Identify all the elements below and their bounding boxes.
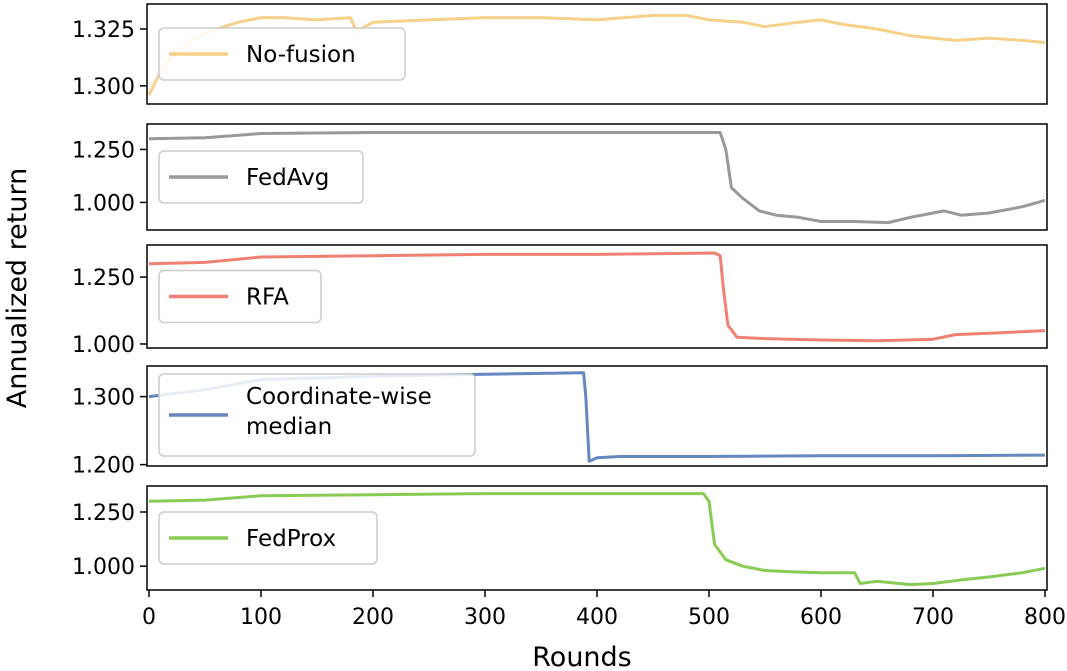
legend-box	[158, 150, 364, 204]
panel-frame	[146, 244, 1048, 349]
legend-label: FedAvg	[246, 165, 329, 191]
legend-box	[158, 27, 406, 81]
x-tick-label: 100	[240, 605, 282, 630]
y-tick-label: 1.250	[72, 501, 135, 526]
y-axis-label: Annualized return	[2, 168, 33, 408]
x-tick-label: 0	[142, 605, 156, 630]
legend-box	[158, 511, 378, 565]
legend-label: No-fusion	[246, 42, 356, 68]
x-tick-label: 600	[800, 605, 842, 630]
y-tick-label: 1.325	[72, 18, 135, 43]
legend-label: median	[246, 414, 332, 440]
panel-frame	[146, 123, 1048, 231]
x-tick-label: 400	[576, 605, 618, 630]
panel-frame	[146, 365, 1048, 467]
x-tick-label: 200	[352, 605, 394, 630]
x-tick-label: 700	[912, 605, 954, 630]
panel-rfa: 1.000 1.250 RFA	[72, 244, 1048, 358]
panel-no-fusion: 1.300 1.325 No-fusion	[72, 3, 1048, 105]
x-tick-label: 500	[688, 605, 730, 630]
panel-fedprox: 1.000 1.250 FedProx	[72, 485, 1048, 591]
legend-label: FedProx	[246, 526, 336, 552]
chart-panels: 1.3001.325No-fusion1.0001.250FedAvg1.000…	[72, 3, 1048, 591]
y-tick-label: 1.000	[72, 333, 135, 358]
series-line	[147, 13, 1046, 96]
y-tick-label: 1.250	[72, 138, 135, 163]
series-line	[148, 492, 1046, 587]
legend-box	[158, 373, 476, 457]
x-tick-label: 800	[1024, 605, 1066, 630]
panel-coordinate-wise-median: 1.200 1.300 Coordinate-wise median	[72, 365, 1048, 479]
panel-fedavg: 1.000 1.250 FedAvg	[72, 123, 1048, 231]
series-line	[148, 131, 1046, 225]
y-tick-label: 1.300	[72, 386, 135, 411]
series-line	[148, 251, 1046, 343]
y-tick-label: 1.000	[72, 191, 135, 216]
panel-frame	[146, 3, 1048, 105]
x-axis-label: Rounds	[532, 642, 632, 671]
y-tick-label: 1.000	[72, 555, 135, 580]
y-tick-label: 1.250	[72, 266, 135, 291]
legend-box	[158, 269, 322, 324]
x-tick-label: 300	[464, 605, 506, 630]
legend-label: Coordinate-wise	[246, 384, 432, 410]
x-axis: 0 100 200 300 400 500 600 700 800	[142, 590, 1066, 630]
y-tick-label: 1.300	[72, 75, 135, 100]
y-tick-label: 1.200	[72, 454, 135, 479]
legend-label: RFA	[246, 285, 289, 311]
